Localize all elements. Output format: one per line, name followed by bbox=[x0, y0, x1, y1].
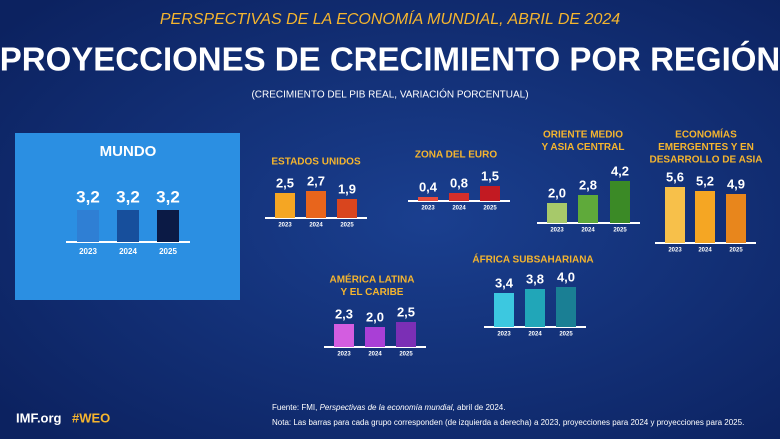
value-label: 0,8 bbox=[450, 175, 468, 190]
bar bbox=[157, 210, 179, 242]
bar bbox=[525, 289, 545, 327]
x-tick-label: 2024 bbox=[119, 247, 137, 256]
x-tick-label: 2024 bbox=[452, 206, 466, 212]
value-label: 3,8 bbox=[526, 271, 544, 286]
subtitle: (CRECIMIENTO DEL PIB REAL, VARIACIÓN POR… bbox=[251, 88, 528, 101]
bar bbox=[480, 186, 500, 201]
bar bbox=[449, 193, 469, 201]
chart-title: ÁFRICA SUBSAHARIANA bbox=[472, 253, 593, 266]
chart-title: AMÉRICA LATINA bbox=[330, 273, 415, 286]
source-part: Perspectivas de la economía mundial bbox=[320, 403, 453, 412]
chart-title: ECONOMÍAS bbox=[675, 128, 737, 141]
value-label: 5,6 bbox=[666, 169, 684, 184]
value-label: 4,9 bbox=[727, 176, 745, 191]
x-tick-label: 2023 bbox=[668, 248, 682, 254]
bar bbox=[275, 193, 295, 218]
x-tick-label: 2025 bbox=[399, 352, 413, 358]
value-label: 2,5 bbox=[276, 175, 294, 190]
x-tick-label: 2023 bbox=[421, 206, 435, 212]
value-label: 4,2 bbox=[611, 163, 629, 178]
x-tick-label: 2023 bbox=[337, 352, 351, 358]
value-label: 2,3 bbox=[335, 306, 353, 321]
source: Fuente: FMI, Perspectivas de la economía… bbox=[272, 403, 505, 412]
bar bbox=[726, 194, 746, 243]
x-tick-label: 2025 bbox=[340, 223, 354, 229]
x-tick-label: 2023 bbox=[278, 223, 292, 229]
value-label: 2,7 bbox=[307, 173, 325, 188]
x-tick-label: 2025 bbox=[613, 228, 627, 234]
x-tick-label: 2025 bbox=[483, 206, 497, 212]
value-label: 2,0 bbox=[548, 185, 566, 200]
value-label: 3,2 bbox=[76, 187, 100, 206]
x-tick-label: 2024 bbox=[698, 248, 712, 254]
bar bbox=[117, 210, 139, 242]
bar bbox=[578, 195, 598, 223]
x-tick-label: 2023 bbox=[79, 247, 97, 256]
x-tick-label: 2025 bbox=[559, 332, 573, 338]
chart-title: EMERGENTES Y EN bbox=[658, 142, 754, 153]
bar bbox=[418, 197, 438, 201]
value-label: 0,4 bbox=[419, 179, 438, 194]
chart-title: ZONA DEL EURO bbox=[415, 150, 497, 161]
value-label: 2,5 bbox=[397, 304, 415, 319]
x-tick-label: 2024 bbox=[368, 352, 382, 358]
value-label: 2,8 bbox=[579, 177, 597, 192]
chart-title: Y EL CARIBE bbox=[341, 287, 404, 298]
note: Nota: Las barras para cada grupo corresp… bbox=[272, 418, 744, 427]
x-tick-label: 2025 bbox=[729, 248, 743, 254]
bar bbox=[365, 327, 385, 347]
x-tick-label: 2023 bbox=[550, 228, 564, 234]
x-tick-label: 2024 bbox=[581, 228, 595, 234]
chart-title: ORIENTE MEDIO bbox=[543, 130, 623, 141]
value-label: 5,2 bbox=[696, 173, 714, 188]
bar bbox=[77, 210, 99, 242]
bar bbox=[334, 324, 354, 347]
x-tick-label: 2025 bbox=[159, 247, 177, 256]
value-label: 2,0 bbox=[366, 309, 384, 324]
chart-title: MUNDO bbox=[100, 143, 157, 160]
bar bbox=[337, 199, 357, 218]
chart-title: Y ASIA CENTRAL bbox=[542, 142, 625, 153]
value-label: 4,0 bbox=[557, 269, 575, 284]
bar bbox=[547, 203, 567, 223]
chart-title: DESARROLLO DE ASIA bbox=[650, 155, 763, 166]
bar bbox=[695, 191, 715, 243]
bar bbox=[665, 187, 685, 243]
bar bbox=[610, 181, 630, 223]
bar bbox=[556, 287, 576, 327]
bar bbox=[494, 293, 514, 327]
value-label: 3,2 bbox=[156, 187, 180, 206]
value-label: 1,9 bbox=[338, 181, 356, 196]
value-label: 1,5 bbox=[481, 168, 499, 183]
source-part: , abril de 2024. bbox=[453, 403, 506, 412]
bar bbox=[396, 322, 416, 347]
x-tick-label: 2024 bbox=[528, 332, 542, 338]
value-label: 3,2 bbox=[116, 187, 140, 206]
value-label: 3,4 bbox=[495, 275, 514, 290]
bar bbox=[306, 191, 326, 218]
source-part: Fuente: FMI, bbox=[272, 403, 320, 412]
hashtag[interactable]: #WEO bbox=[72, 410, 110, 425]
title: PROYECCIONES DE CRECIMIENTO POR REGIÓN bbox=[0, 41, 780, 78]
x-tick-label: 2024 bbox=[309, 223, 323, 229]
supertitle: PERSPECTIVAS DE LA ECONOMÍA MUNDIAL, ABR… bbox=[160, 9, 620, 28]
x-tick-label: 2023 bbox=[497, 332, 511, 338]
link[interactable]: IMF.org bbox=[16, 410, 62, 425]
chart-title: ESTADOS UNIDOS bbox=[271, 157, 361, 168]
